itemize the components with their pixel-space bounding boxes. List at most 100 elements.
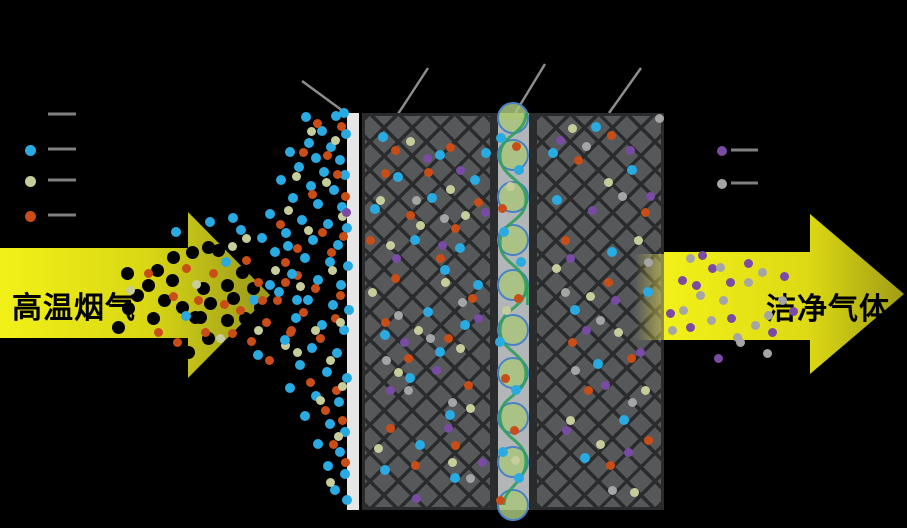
particle-blue bbox=[313, 439, 323, 449]
particle-blue bbox=[498, 447, 508, 457]
particle-blue bbox=[329, 185, 339, 195]
particle-orange bbox=[272, 295, 282, 305]
particle-blue bbox=[435, 347, 445, 357]
particle-blue bbox=[287, 269, 297, 279]
particle-orange bbox=[500, 373, 510, 383]
particle-blue bbox=[643, 287, 653, 297]
catalyst-wave bbox=[498, 112, 528, 506]
particle-blue bbox=[322, 367, 332, 377]
particle-blue bbox=[280, 335, 290, 345]
particle-blue bbox=[473, 280, 483, 290]
catalyst-sphere bbox=[497, 139, 529, 171]
particle-gray bbox=[735, 337, 745, 347]
particle-orange bbox=[280, 257, 290, 267]
particle-black bbox=[181, 345, 195, 359]
particle-orange bbox=[390, 145, 400, 155]
particle-blue bbox=[313, 275, 323, 285]
particle-olive bbox=[373, 443, 383, 453]
particle-olive bbox=[191, 279, 201, 289]
particle-orange bbox=[450, 223, 460, 233]
particle-purple bbox=[625, 145, 635, 155]
particle-orange bbox=[511, 141, 521, 151]
particle-black bbox=[185, 245, 199, 259]
particle-blue bbox=[304, 138, 314, 148]
particle-orange bbox=[403, 353, 413, 363]
particle-blue bbox=[249, 295, 259, 305]
particle-gray bbox=[465, 473, 475, 483]
particle-blue bbox=[311, 391, 321, 401]
particle-purple bbox=[697, 250, 707, 260]
particle-orange bbox=[298, 147, 308, 157]
particle-black bbox=[211, 243, 225, 257]
particle-blue bbox=[306, 181, 316, 191]
particle-orange bbox=[567, 337, 577, 347]
particle-olive bbox=[510, 455, 520, 465]
particle-black bbox=[121, 301, 135, 315]
particle-orange bbox=[443, 333, 453, 343]
particle-olive bbox=[295, 281, 305, 291]
particle-gray bbox=[425, 333, 435, 343]
particle-black bbox=[238, 311, 252, 325]
particle-purple bbox=[480, 207, 490, 217]
particle-orange bbox=[340, 191, 350, 201]
particle-olive bbox=[291, 171, 301, 181]
particle-blue bbox=[265, 280, 275, 290]
particle-orange bbox=[307, 189, 317, 199]
particle-olive bbox=[629, 487, 639, 497]
legend-marker-olive bbox=[24, 175, 36, 187]
particle-olive bbox=[455, 343, 465, 353]
particle-blue bbox=[423, 307, 433, 317]
particle-orange bbox=[560, 235, 570, 245]
particle-orange bbox=[219, 299, 229, 309]
particle-orange bbox=[285, 327, 295, 337]
particle-orange bbox=[193, 295, 203, 305]
particle-blue bbox=[319, 167, 329, 177]
particle-orange bbox=[253, 277, 263, 287]
particle-blue bbox=[580, 453, 590, 463]
particle-orange bbox=[328, 439, 338, 449]
particle-purple bbox=[422, 153, 432, 163]
particle-orange bbox=[261, 317, 271, 327]
particle-olive bbox=[445, 184, 455, 194]
particle-blue bbox=[405, 373, 415, 383]
particle-black bbox=[120, 266, 134, 280]
particle-blue bbox=[171, 227, 181, 237]
particle-blue bbox=[288, 193, 298, 203]
particle-olive bbox=[603, 177, 613, 187]
particle-orange bbox=[227, 328, 237, 338]
particle-orange bbox=[467, 293, 477, 303]
particle-black bbox=[165, 273, 179, 287]
particle-gray bbox=[403, 385, 413, 395]
particle-olive bbox=[333, 431, 343, 441]
particle-olive bbox=[335, 317, 345, 327]
particle-olive bbox=[253, 325, 263, 335]
particle-orange bbox=[423, 167, 433, 177]
particle-orange bbox=[338, 231, 348, 241]
particle-black bbox=[203, 296, 217, 310]
particle-orange bbox=[573, 155, 583, 165]
particle-blue bbox=[378, 132, 388, 142]
particle-purple bbox=[399, 337, 409, 347]
particle-blue bbox=[181, 311, 191, 321]
particle-purple bbox=[779, 271, 789, 281]
particle-orange bbox=[410, 460, 420, 470]
legend-lines bbox=[48, 112, 758, 217]
particle-gray bbox=[777, 295, 787, 305]
particle-blue bbox=[514, 473, 524, 483]
particle-gray bbox=[595, 315, 605, 325]
particle-purple bbox=[725, 277, 735, 287]
particle-blue bbox=[460, 320, 470, 330]
particle-orange bbox=[257, 295, 267, 305]
particle-orange bbox=[264, 355, 274, 365]
particle-blue bbox=[308, 235, 318, 245]
particle-blue bbox=[380, 465, 390, 475]
particle-blue bbox=[514, 165, 524, 175]
particle-olive bbox=[337, 381, 347, 391]
particle-purple bbox=[431, 365, 441, 375]
particle-olive bbox=[330, 135, 340, 145]
particle-blue bbox=[294, 162, 304, 172]
particle-orange bbox=[275, 219, 285, 229]
particle-black bbox=[255, 333, 269, 347]
particle-gray bbox=[627, 397, 637, 407]
